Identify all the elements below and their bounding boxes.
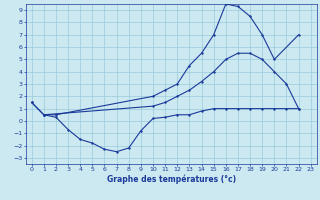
X-axis label: Graphe des températures (°c): Graphe des températures (°c) (107, 174, 236, 184)
